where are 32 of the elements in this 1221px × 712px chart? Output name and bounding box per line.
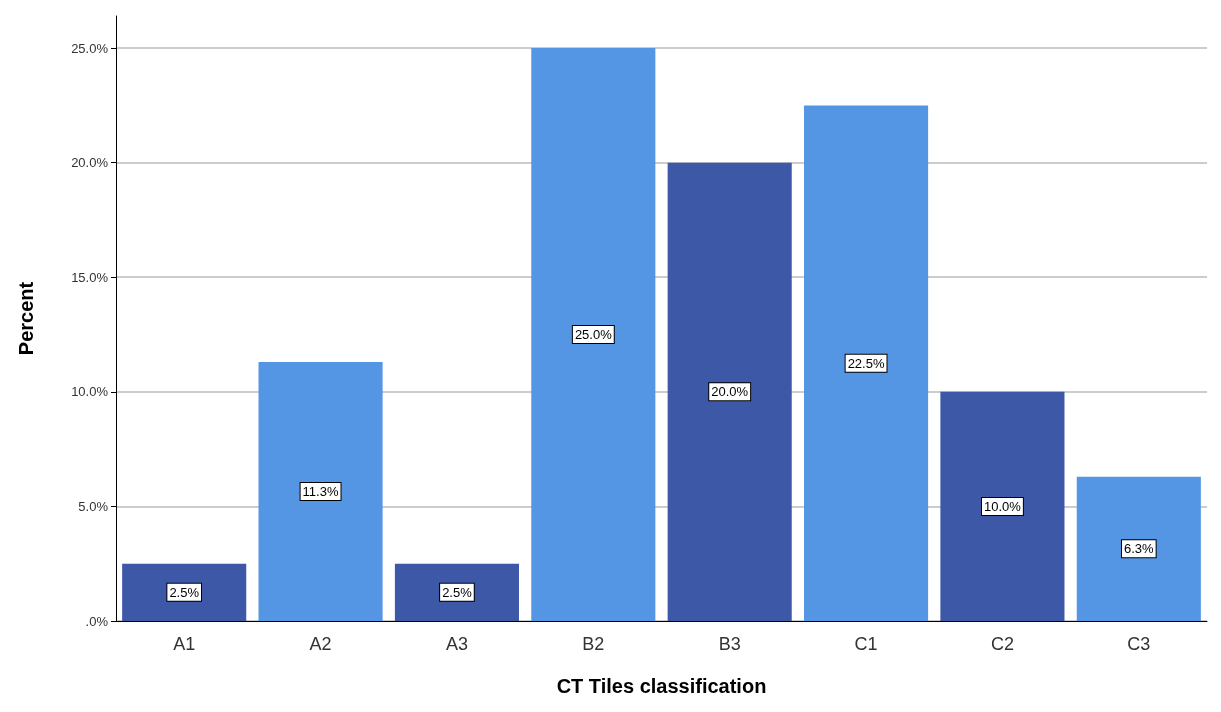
- bar: [122, 563, 247, 621]
- x-tick-label: A2: [309, 634, 332, 654]
- data-label: 22.5%: [847, 355, 885, 371]
- x-tick-label: C2: [990, 634, 1014, 654]
- y-tick-label: 25.0%: [71, 40, 109, 56]
- bar: [258, 362, 383, 621]
- x-tick-label: C3: [1127, 634, 1151, 654]
- data-label: 25.0%: [574, 327, 613, 343]
- y-tick-label: 20.0%: [71, 155, 109, 171]
- bar: [804, 105, 929, 621]
- data-label: 20.0%: [711, 384, 749, 400]
- bar: [1076, 476, 1201, 621]
- data-label: 2.5%: [442, 584, 473, 600]
- data-label: 2.5%: [169, 584, 200, 600]
- bar: [940, 391, 1065, 621]
- x-tick-label: B2: [582, 634, 605, 654]
- x-tick-label: C1: [854, 634, 878, 654]
- y-tick-label: .0%: [85, 613, 109, 629]
- y-tick-label: 15.0%: [71, 269, 109, 285]
- y-tick-label: 5.0%: [78, 498, 109, 514]
- data-label: 10.0%: [984, 498, 1022, 514]
- x-axis-title: CT Tiles classification: [556, 675, 767, 697]
- y-tick-label: 10.0%: [71, 384, 109, 400]
- bar: [667, 162, 792, 621]
- x-tick-label: B3: [718, 634, 741, 654]
- bar: [531, 48, 656, 621]
- x-tick-label: A1: [173, 634, 196, 654]
- bar: [394, 563, 519, 621]
- y-axis-title: Percent: [15, 281, 37, 356]
- data-label: 11.3%: [302, 484, 339, 500]
- data-label: 6.3%: [1123, 541, 1155, 557]
- x-tick-label: A3: [445, 634, 468, 654]
